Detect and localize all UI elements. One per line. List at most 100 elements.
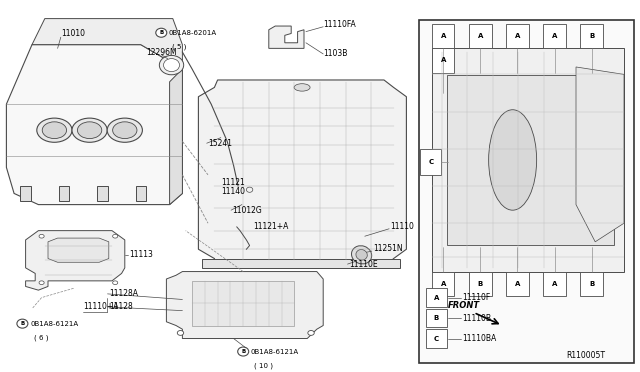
Bar (420, 149, 441, 175)
Ellipse shape (39, 281, 44, 285)
Polygon shape (166, 272, 323, 339)
Bar (469, 24, 492, 48)
Ellipse shape (356, 250, 367, 260)
Bar (97, 186, 108, 201)
Ellipse shape (113, 234, 118, 238)
Bar (136, 186, 146, 201)
Ellipse shape (156, 28, 167, 37)
Bar (202, 259, 400, 268)
Bar (580, 272, 603, 296)
Polygon shape (198, 80, 406, 268)
Ellipse shape (294, 84, 310, 91)
Text: 12296M: 12296M (146, 48, 177, 57)
Bar (447, 75, 614, 245)
Text: 11121: 11121 (221, 178, 244, 187)
Text: A: A (515, 280, 520, 287)
Text: 0B1A8-6121A: 0B1A8-6121A (31, 321, 79, 327)
Text: B: B (241, 349, 245, 354)
Bar (543, 24, 566, 48)
Text: ( 10 ): ( 10 ) (254, 362, 273, 369)
Text: A: A (515, 33, 520, 39)
Text: C: C (433, 336, 439, 341)
Text: 11110+A: 11110+A (83, 302, 118, 311)
Text: 11110E: 11110E (349, 260, 378, 269)
Bar (432, 272, 454, 296)
Bar (506, 24, 529, 48)
Bar (432, 24, 454, 48)
Ellipse shape (164, 58, 179, 71)
Text: 11110F: 11110F (462, 293, 490, 302)
Text: ( 6 ): ( 6 ) (34, 334, 49, 341)
Bar (426, 288, 447, 307)
Text: B: B (477, 280, 483, 287)
Polygon shape (170, 69, 182, 205)
Text: R110005T: R110005T (566, 351, 605, 360)
Ellipse shape (108, 118, 143, 142)
Text: 11128: 11128 (109, 302, 132, 311)
Bar (432, 48, 454, 73)
Text: A: A (440, 280, 446, 287)
Text: B: B (589, 33, 595, 39)
Ellipse shape (42, 122, 67, 138)
Text: 11110FA: 11110FA (323, 20, 356, 29)
Text: 11128A: 11128A (109, 289, 138, 298)
Text: B: B (433, 315, 439, 321)
Ellipse shape (351, 246, 372, 264)
Text: 1103B: 1103B (323, 49, 348, 58)
Ellipse shape (177, 330, 184, 336)
Text: A: A (433, 295, 439, 301)
Ellipse shape (39, 234, 44, 238)
Text: ( 5 ): ( 5 ) (172, 44, 186, 50)
Ellipse shape (113, 122, 137, 138)
Ellipse shape (77, 122, 102, 138)
Text: C: C (428, 159, 433, 165)
Polygon shape (32, 19, 182, 69)
Bar (20, 186, 31, 201)
Text: 11110: 11110 (390, 222, 414, 231)
Text: 11012G: 11012G (232, 206, 262, 215)
Bar (426, 309, 447, 327)
Bar (506, 272, 529, 296)
Text: B: B (20, 321, 24, 326)
Bar (469, 272, 492, 296)
Polygon shape (269, 26, 304, 48)
Polygon shape (26, 231, 125, 290)
Text: 11140: 11140 (221, 187, 244, 196)
Bar (59, 186, 69, 201)
Text: A: A (440, 57, 446, 64)
Text: A: A (477, 33, 483, 39)
Bar (192, 281, 294, 326)
Polygon shape (576, 67, 624, 242)
Ellipse shape (159, 55, 184, 75)
Text: 11110B: 11110B (462, 314, 491, 323)
Text: 11113: 11113 (129, 250, 153, 259)
Bar (432, 48, 624, 272)
Ellipse shape (72, 118, 108, 142)
Text: A: A (552, 280, 557, 287)
Text: A: A (440, 33, 446, 39)
Polygon shape (48, 238, 109, 262)
Text: B: B (589, 280, 595, 287)
Bar (419, 20, 634, 363)
Text: A: A (552, 33, 557, 39)
Ellipse shape (37, 118, 72, 142)
Bar (580, 24, 603, 48)
Text: FRONT: FRONT (448, 301, 480, 310)
Polygon shape (6, 45, 182, 205)
Ellipse shape (113, 281, 118, 285)
Text: 11121+A: 11121+A (253, 222, 288, 231)
Bar (543, 272, 566, 296)
Text: 11110BA: 11110BA (462, 334, 497, 343)
Ellipse shape (489, 110, 536, 210)
Bar (426, 329, 447, 348)
Ellipse shape (234, 183, 242, 189)
Text: 11010: 11010 (61, 29, 84, 38)
Text: 11251N: 11251N (373, 244, 403, 253)
Text: B: B (159, 30, 163, 35)
Text: 15241: 15241 (208, 139, 232, 148)
Text: 0B1A8-6121A: 0B1A8-6121A (251, 349, 299, 355)
Ellipse shape (308, 330, 314, 336)
Ellipse shape (237, 347, 249, 356)
Ellipse shape (17, 319, 28, 328)
Text: 0B1A8-6201A: 0B1A8-6201A (168, 30, 216, 36)
